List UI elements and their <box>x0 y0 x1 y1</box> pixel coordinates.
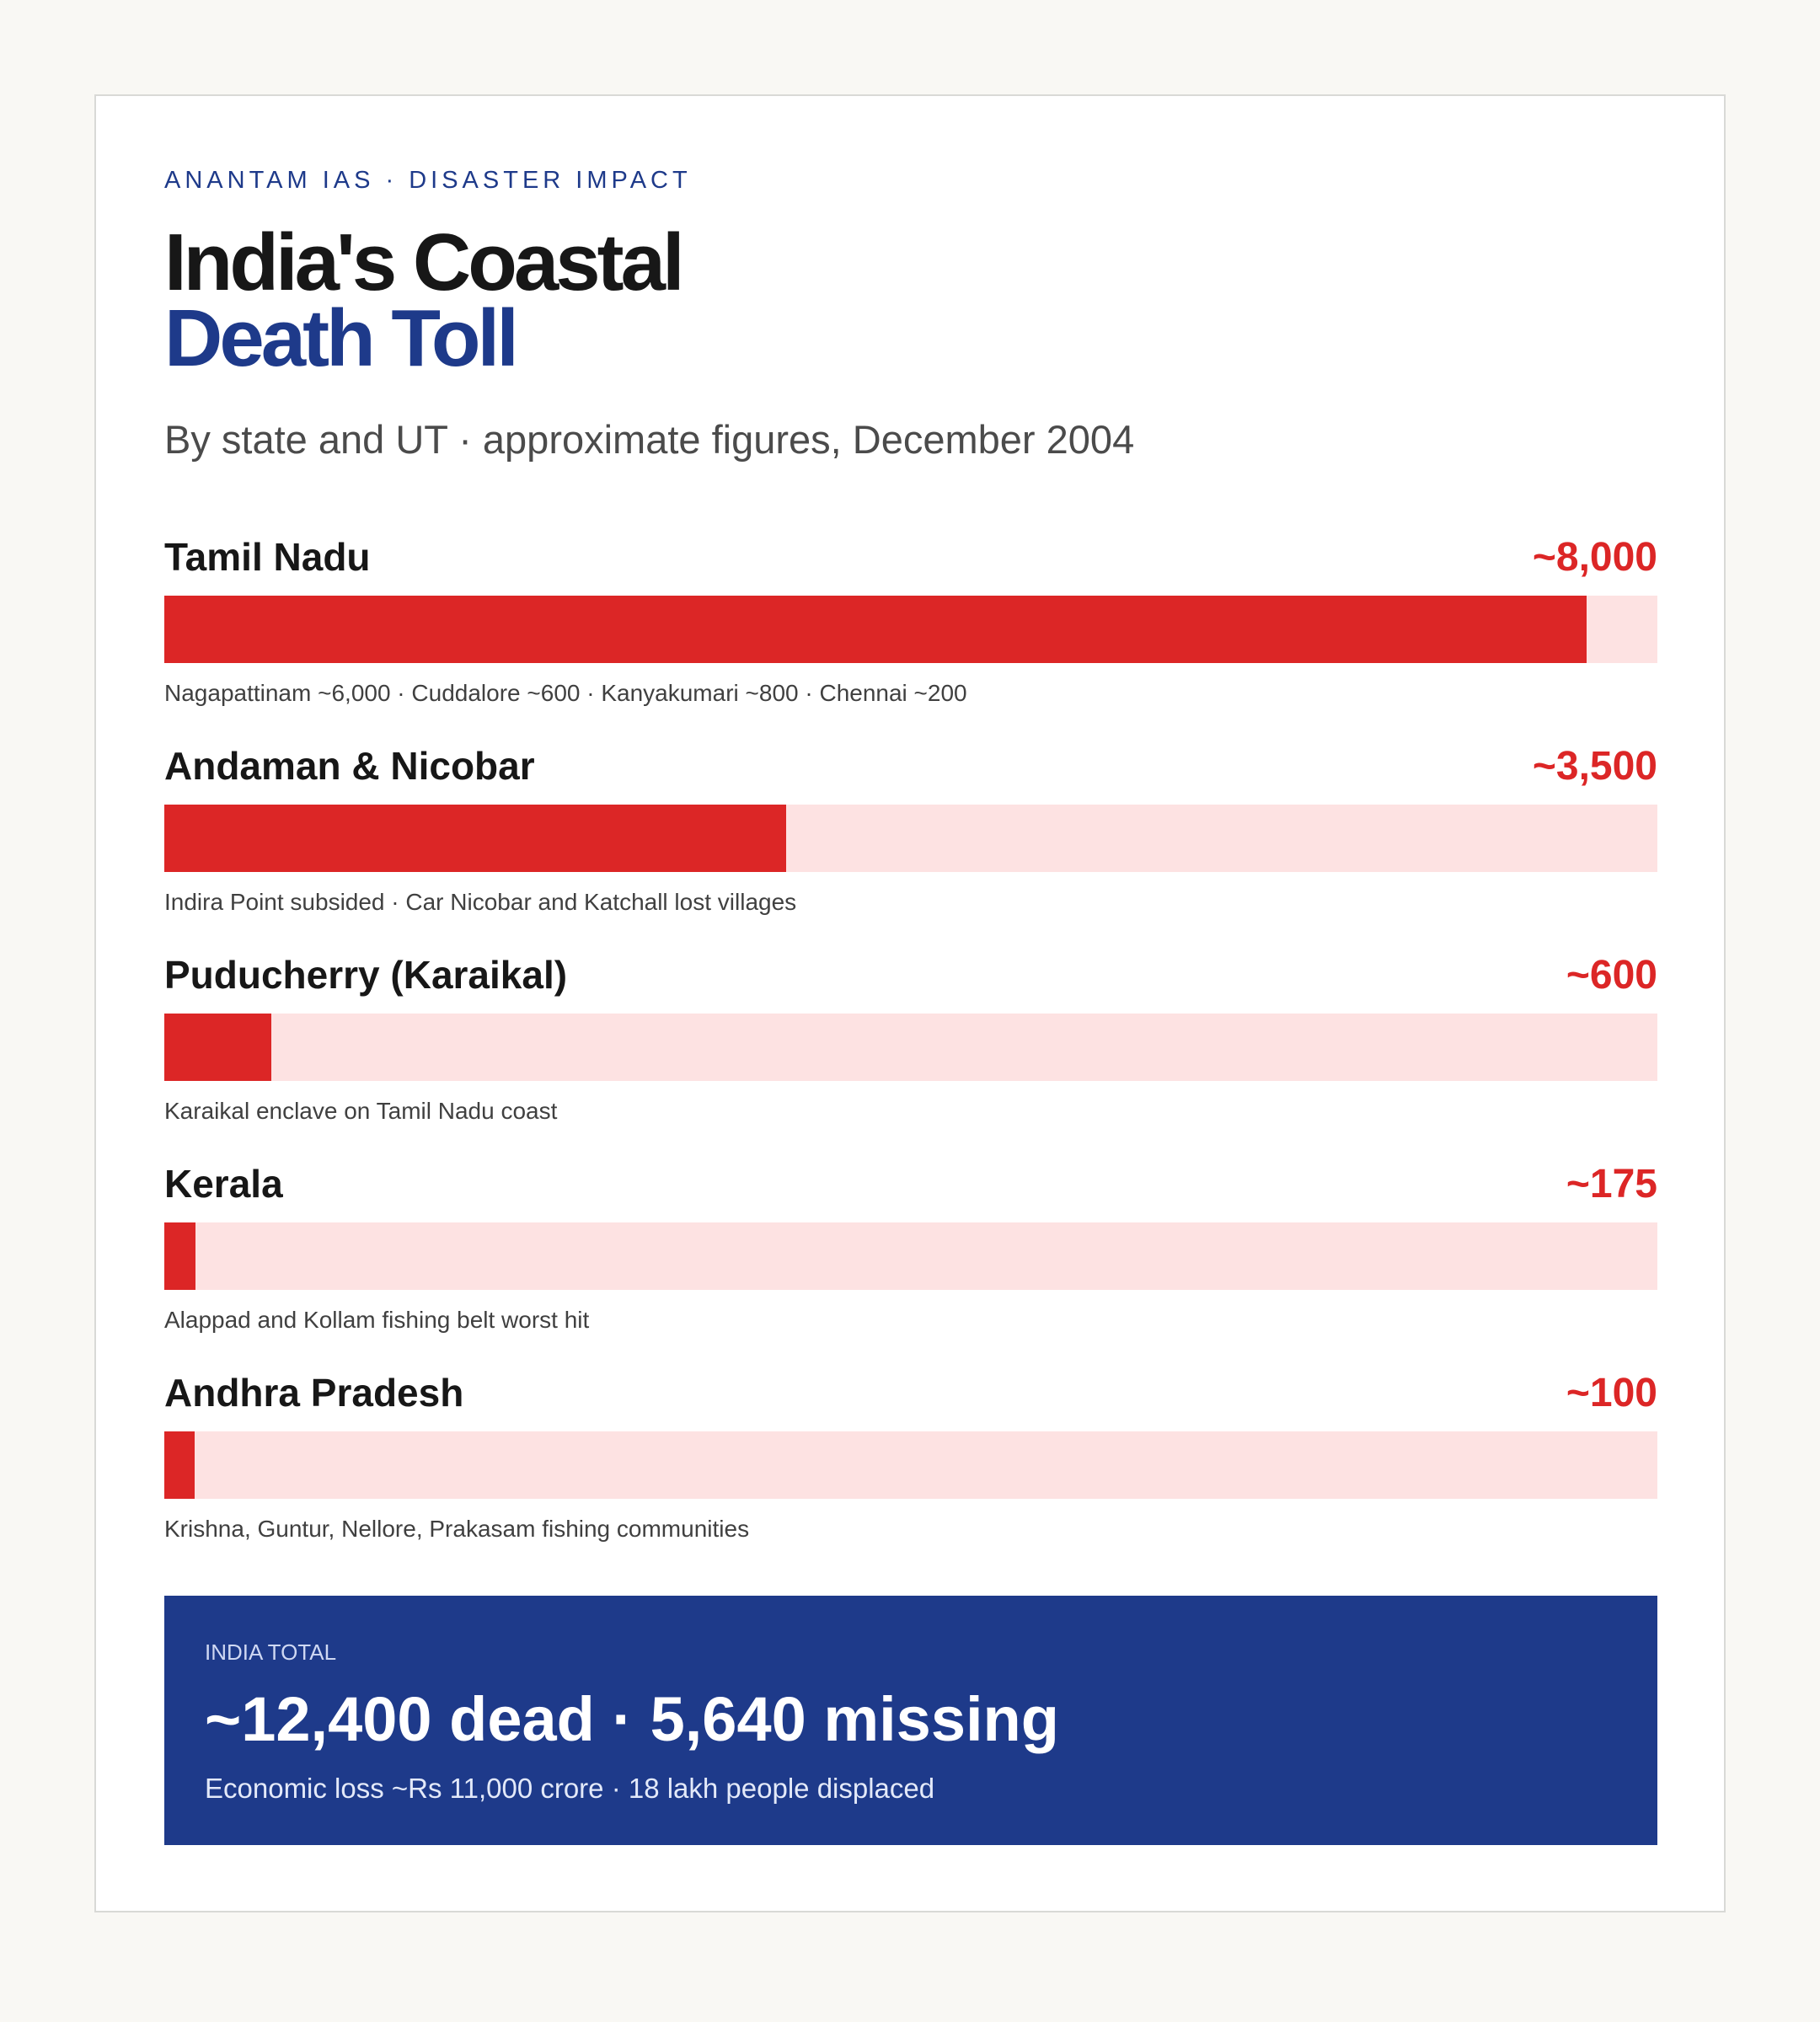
infographic-card: ANANTAM IAS · DISASTER IMPACT India's Co… <box>94 94 1726 1912</box>
bar-track <box>164 1014 1657 1081</box>
bar-value-label: ~175 <box>1566 1162 1657 1206</box>
total-panel: INDIA TOTAL ~12,400 dead · 5,640 missing… <box>164 1596 1657 1845</box>
bar-row: Tamil Nadu ~8,000 Nagapattinam ~6,000 · Cu… <box>164 534 1657 719</box>
subtitle: By state and UT · approximate figures, D… <box>164 417 1135 462</box>
bar-category-label: Andhra Pradesh <box>164 1371 464 1415</box>
bar-note: Nagapattinam ~6,000 · Cuddalore ~600 · K… <box>164 680 967 706</box>
bar <box>164 805 786 872</box>
bar-value-label: ~600 <box>1566 953 1657 998</box>
page-title-line1: India's Coastal <box>164 217 685 308</box>
bar-row: Kerala ~175 Alappad and Kollam fishing bel… <box>164 1161 1657 1346</box>
bar-category-label: Puducherry (Karaikal) <box>164 953 568 997</box>
bar-category-label: Kerala <box>164 1162 283 1206</box>
bar-note: Indira Point subsided · Car Nicobar and … <box>164 889 797 915</box>
bar-row: Puducherry (Karaikal) ~600 Karaikal enclav… <box>164 952 1657 1137</box>
eyebrow: ANANTAM IAS · DISASTER IMPACT <box>164 167 692 194</box>
page-title-line2: Death Toll <box>164 293 519 383</box>
total-headline: ~12,400 dead · 5,640 missing <box>205 1684 1059 1754</box>
bar-row: Andhra Pradesh ~100 Krishna, Guntur, Nello… <box>164 1370 1657 1555</box>
bar-category-label: Tamil Nadu <box>164 535 371 579</box>
bar-track <box>164 1222 1657 1290</box>
bar-value-label: ~100 <box>1566 1371 1657 1415</box>
bar-category-label: Andaman & Nicobar <box>164 744 535 788</box>
bar-value-label: ~8,000 <box>1532 535 1657 580</box>
bar-value-label: ~3,500 <box>1532 744 1657 789</box>
bar-track <box>164 1431 1657 1499</box>
bar-track <box>164 596 1657 663</box>
bar-note: Krishna, Guntur, Nellore, Prakasam fishi… <box>164 1516 750 1542</box>
bar-note: Alappad and Kollam fishing belt worst hi… <box>164 1307 590 1333</box>
bar-row: Andaman & Nicobar ~3,500 Indira Point subs… <box>164 743 1657 928</box>
bar-track <box>164 805 1657 872</box>
total-note: Economic loss ~Rs 11,000 crore · 18 lakh… <box>205 1773 935 1804</box>
bar <box>164 1431 195 1499</box>
bar <box>164 1222 195 1290</box>
bar-note: Karaikal enclave on Tamil Nadu coast <box>164 1098 558 1124</box>
bar <box>164 1014 271 1081</box>
total-kicker: INDIA TOTAL <box>205 1640 337 1665</box>
bar <box>164 596 1587 663</box>
